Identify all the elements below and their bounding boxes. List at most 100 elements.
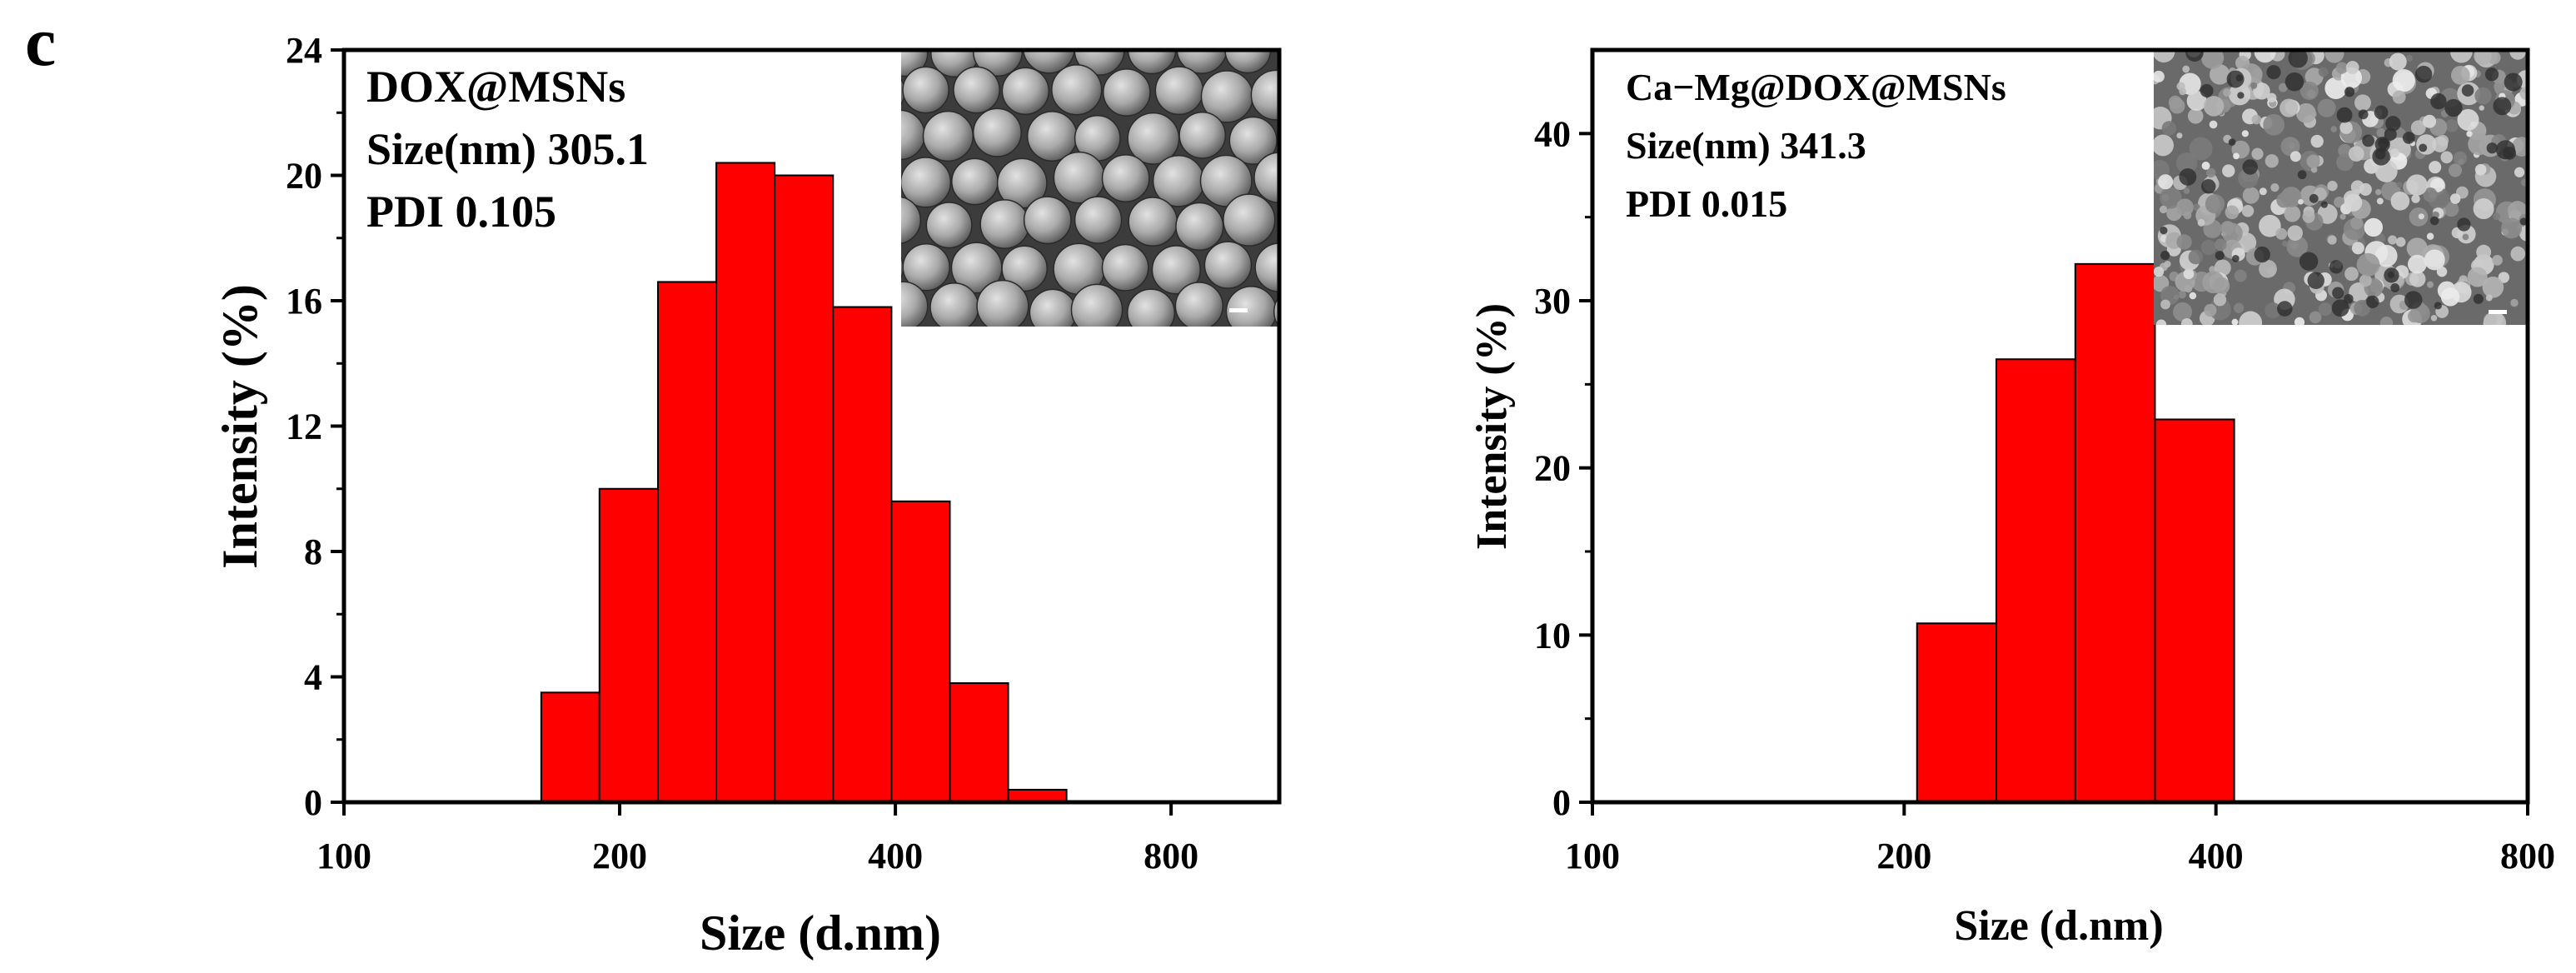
y-tick-label: 4 [304,657,322,698]
sem-particle [2154,134,2174,157]
sem-particle [2324,50,2344,63]
sem-shadow [2486,142,2498,154]
y-tick-label: 8 [304,531,322,572]
sem-particle [1299,67,1347,115]
sem-particle [1127,112,1180,165]
y-tick-label: 0 [1552,782,1571,823]
y-tick-label: 10 [1534,615,1571,656]
sem-particle [2175,152,2198,174]
sem-particle [2183,268,2195,280]
sem-shadow [2288,50,2308,68]
sem-particle [2306,154,2320,168]
sem-particle [2466,131,2473,137]
x-tick-group: 100 200 400 800 [1565,802,2555,876]
x-tick-label: 800 [1144,836,1198,876]
sem-particle [2348,146,2364,162]
sem-particle [2364,217,2384,237]
sem-particle [2474,50,2492,65]
histogram-bar [540,691,600,803]
sem-particle [2205,194,2225,214]
x-tick-label: 400 [868,836,923,876]
annotation-pdi: PDI 0.105 [366,187,556,237]
sem-particle [1053,151,1106,204]
sem-particle [1074,196,1123,244]
histogram-bar [890,500,951,803]
annotation-pdi: PDI 0.015 [1626,182,1787,225]
y-axis-title: Intensity (%) [1468,303,1516,550]
sem-particle [2173,302,2193,322]
sem-particle [951,157,999,206]
sem-particle [902,66,949,114]
sem-particle [2280,98,2299,117]
panel-letter: c [25,3,56,81]
sem-particle [2197,218,2205,227]
sem-particle [2259,214,2281,237]
sem-particle [1151,245,1201,295]
sem-particle [2234,302,2245,313]
chart-right: 0 10 20 30 40 100 200 400 800 Ca−Mg@DOX@MSNs Si… [1468,47,2555,950]
sem-particle [976,279,1029,327]
sem-particle [901,109,925,161]
histogram-bar [656,281,718,803]
sem-particle [2510,298,2519,307]
sem-particle [2429,161,2442,174]
sem-shadow [2266,65,2281,80]
sem-particle [2275,227,2288,240]
chart-left: 0 4 8 12 16 20 24 100 200 400 800 DOX@MSNs Size(n… [212,0,1347,961]
sem-particle [2222,222,2243,244]
sem-particle [2410,120,2426,136]
sem-shadow [2228,138,2236,146]
sem-particle [2265,154,2279,168]
sem-particle [1127,50,1177,75]
sem-shadow [2358,109,2369,120]
sem-particle [2231,318,2239,325]
sem-shadow [2390,282,2400,292]
sem-particle [1102,68,1151,117]
histogram-bar [598,487,659,803]
sem-particle [899,0,944,25]
sem-particle [2349,282,2369,302]
sem-particle [2222,164,2235,177]
sem-particle [1203,241,1253,289]
sem-particle [2327,180,2338,192]
sem-particle [2430,315,2438,322]
sem-particle [2445,119,2459,132]
sem-particle [2251,114,2262,125]
sem-particle [2479,105,2484,111]
sem-shadow [2231,255,2240,262]
sem-particle [2390,192,2410,211]
sem-particle [979,199,1030,250]
sem-particle [2514,167,2525,177]
sem-particle [972,107,1022,157]
sem-particle [2335,62,2348,74]
sem-particle [2168,95,2182,109]
sem-shadow [2307,272,2324,289]
sem-particle [1049,0,1100,35]
sem-shadow [2378,137,2389,149]
sem-particle [2474,87,2492,105]
sem-particle [1175,202,1224,251]
scale-bar [2489,310,2507,314]
sem-particle [1001,245,1048,292]
sem-particle [2492,255,2503,266]
sem-particle [2482,276,2504,298]
annotation-size: Size(nm) 341.3 [1626,124,1866,167]
sem-particle [2178,290,2186,299]
sem-particle [2350,217,2364,230]
sem-particle [2176,198,2194,217]
sem-shadow [2366,295,2379,309]
x-tick-label: 200 [1876,836,1931,876]
sem-particle [2457,108,2479,131]
sem-particle [2215,238,2227,251]
sem-particle [2154,266,2165,277]
sem-particle [2160,187,2182,209]
sem-particle [2359,182,2372,196]
sem-particle [2290,151,2301,162]
sem-particle [901,157,952,208]
sem-particle [2376,197,2384,205]
sem-particle [2510,246,2526,262]
sem-particle [2448,163,2463,177]
sem-particle [2458,158,2464,166]
sem-particle [1001,67,1050,115]
sem-particle [2210,64,2230,85]
